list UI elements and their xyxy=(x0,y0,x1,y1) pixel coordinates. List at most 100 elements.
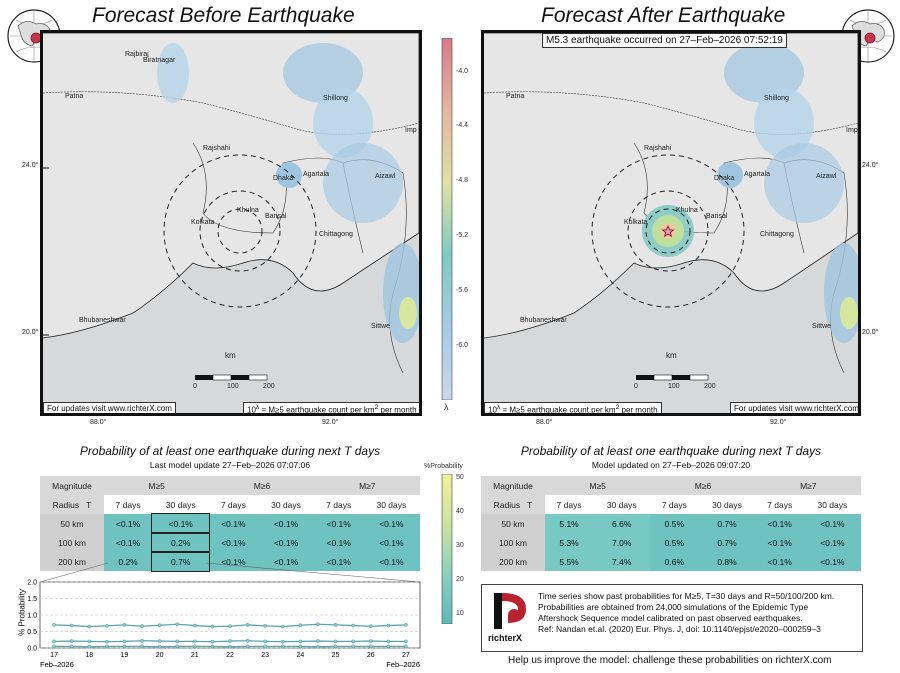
rate-sq: 2 xyxy=(615,404,620,411)
table-row: 50 km <0.1% <0.1% <0.1% <0.1% <0.1% <0.1… xyxy=(40,513,420,534)
table-row: 200 km 5.5% 7.4% 0.6% 0.8% <0.1% <0.1% xyxy=(481,552,861,571)
series-point xyxy=(316,639,320,643)
series-point xyxy=(122,644,127,649)
magnitude-header: Magnitude xyxy=(481,476,545,495)
prob-tick-20: 20 xyxy=(456,576,464,583)
right-map-canvas xyxy=(484,33,858,413)
series-point xyxy=(228,644,232,649)
city-label-shillong: Shillong xyxy=(764,95,789,102)
table-cell: <0.1% xyxy=(362,552,420,571)
rate-exp: λ xyxy=(496,404,501,411)
m6-header: M≥6 xyxy=(650,476,756,495)
table-row: 100 km <0.1% 0.2% <0.1% <0.1% <0.1% <0.1… xyxy=(40,532,420,553)
city-label-rajshahi: Rajshahi xyxy=(203,145,231,152)
left-scale-bar xyxy=(195,374,268,381)
series-point xyxy=(140,638,144,643)
radius-100: 100 km xyxy=(481,533,545,552)
series-point xyxy=(210,644,215,649)
series-point xyxy=(245,644,250,649)
table-cell: 5.3% xyxy=(545,533,594,552)
scale-unit: km xyxy=(666,351,677,360)
t-label: T xyxy=(527,499,533,510)
table-cell: <0.1% xyxy=(362,533,420,552)
series-point xyxy=(316,644,320,649)
city-label-bhubaneshwar: Bhubaneshwar xyxy=(79,317,126,324)
info-line-3: Aftershock Sequence model calibrated on … xyxy=(538,613,803,623)
series-point xyxy=(245,638,250,643)
table-cell: 0.7% xyxy=(698,514,756,533)
rate-exp: λ xyxy=(255,404,260,411)
left-probability-table: Magnitude M≥5 M≥6 M≥7 Radius T 7 days 30… xyxy=(40,476,420,572)
info-line-2: Probabilities are obtained from 24,000 s… xyxy=(538,602,809,612)
rate-base: 10 xyxy=(247,405,256,415)
lambda-tick-6-0: -6.0 xyxy=(456,342,469,349)
right-update-note[interactable]: For updates visit www.richterX.com xyxy=(730,402,858,413)
series-point xyxy=(122,639,127,644)
series-point xyxy=(351,644,355,649)
series-point xyxy=(263,644,268,649)
table-cell: 0.7% xyxy=(151,551,211,572)
info-box: richterX Time series show past probabili… xyxy=(481,584,863,652)
table-cell: <0.1% xyxy=(314,533,363,552)
m7-header: M≥7 xyxy=(314,476,420,495)
lambda-colorbar xyxy=(441,38,453,400)
radius-50: 50 km xyxy=(40,514,104,533)
radius-50: 50 km xyxy=(481,514,545,533)
scale-tick-200: 200 xyxy=(263,383,275,390)
series-point xyxy=(351,623,355,628)
x-tick-label: 18 xyxy=(85,652,93,659)
left-lon-88: 88.0° xyxy=(90,419,107,426)
col-30days: 30 days xyxy=(362,495,420,514)
table-cell: <0.1% xyxy=(314,514,363,533)
col-7days: 7 days xyxy=(545,495,594,514)
table-row: 200 km 0.2% 0.7% <0.1% <0.1% <0.1% <0.1% xyxy=(40,551,420,572)
lambda-tick-5-6: -5.6 xyxy=(456,287,469,294)
left-prob-subtitle: Probability of at least one earthquake d… xyxy=(79,444,381,458)
series-point xyxy=(157,623,162,628)
scale-unit: km xyxy=(225,351,236,360)
table-cell: <0.1% xyxy=(803,533,861,552)
table-cell: <0.1% xyxy=(209,514,258,533)
right-rate-label: 10λ = M≥5 earthquake count per km2 per m… xyxy=(484,402,662,413)
series-point xyxy=(69,623,74,628)
t-label: T xyxy=(86,499,92,510)
city-label-kolkata: Kolkata xyxy=(191,219,215,226)
x-tick-label: 22 xyxy=(226,652,234,659)
x-tick-label: 25 xyxy=(332,652,340,659)
series-point xyxy=(351,639,355,644)
series-point xyxy=(192,639,197,644)
series-point xyxy=(298,644,303,649)
city-label-patna: Patna xyxy=(65,93,84,100)
table-cell: 0.2% xyxy=(151,532,211,553)
footer-link[interactable]: Help us improve the model: challenge the… xyxy=(508,655,832,666)
right-forecast-map[interactable]: M5.3 earthquake occurred on 27–Feb–2026 … xyxy=(481,30,861,416)
left-lat-20: 20.0° xyxy=(22,329,39,336)
left-forecast-map[interactable]: Rajbiraj Biratnagar Patna Rajshahi Dhaka… xyxy=(40,30,422,416)
city-label-imphal: Imp xyxy=(405,127,417,134)
city-label-khulna: Khulna xyxy=(676,207,698,214)
x-tick-label: 27 xyxy=(402,652,410,659)
table-cell: 7.4% xyxy=(593,552,651,571)
series-point xyxy=(298,639,303,644)
series-point xyxy=(69,644,74,649)
m5-header: M≥5 xyxy=(104,476,210,495)
series-point xyxy=(157,644,162,649)
table-cell: 0.7% xyxy=(698,533,756,552)
table-cell: 0.2% xyxy=(104,552,153,571)
x-tick-label: 20 xyxy=(156,652,164,659)
table-cell: <0.1% xyxy=(209,533,258,552)
radius-200: 200 km xyxy=(40,552,104,571)
city-label-kolkata: Kolkata xyxy=(624,219,648,226)
left-map-canvas xyxy=(43,33,419,413)
col-7days: 7 days xyxy=(314,495,363,514)
table-cell: <0.1% xyxy=(257,533,315,552)
scale-tick-200: 200 xyxy=(704,383,716,390)
lambda-tick-4-4: -4.4 xyxy=(456,122,469,129)
series-point xyxy=(157,639,162,643)
series-point xyxy=(192,623,197,628)
table-cell: <0.1% xyxy=(362,514,420,533)
lambda-tick-4-0: -4.0 xyxy=(456,68,469,75)
right-lat-20: 20.0° xyxy=(862,329,879,336)
left-update-note[interactable]: For updates visit www.richterX.com xyxy=(43,402,176,413)
city-label-aizawl: Aizawl xyxy=(375,173,396,180)
